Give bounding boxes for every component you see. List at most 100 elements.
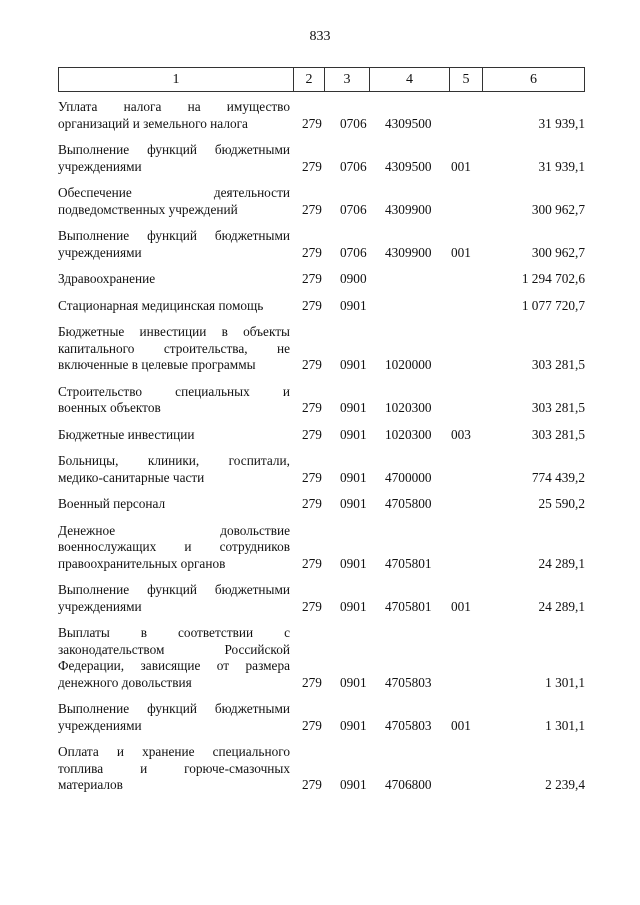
cell-c3: 0706 bbox=[340, 201, 367, 217]
header-col-2: 2 bbox=[294, 68, 325, 91]
cell-c6: 2 239,4 bbox=[545, 777, 585, 792]
cell-c3: 0901 bbox=[340, 469, 367, 485]
cell-c2: 279 bbox=[302, 400, 322, 415]
cell-c4: 4705801 bbox=[385, 598, 432, 614]
table-row: Оплата и хранение специального топлива и … bbox=[58, 744, 585, 794]
cell-c4: 4705803 bbox=[385, 717, 432, 733]
cell-c6: 303 281,5 bbox=[531, 400, 585, 415]
description-line: Стационарная медицинская помощь bbox=[58, 297, 264, 313]
table-row: Денежное довольствие военнослужащих и сот… bbox=[58, 523, 585, 573]
cell-c3: 0901 bbox=[340, 400, 367, 415]
cell-c3: 0901 bbox=[340, 426, 367, 442]
cell-c2: 279 bbox=[302, 674, 322, 690]
cell-c4: 4706800 bbox=[385, 777, 432, 792]
cell-c3: 0706 bbox=[340, 115, 367, 131]
row-description: Бюджетные инвестиции в объекты капитально… bbox=[58, 324, 290, 374]
cell-c4: 4309500 bbox=[385, 158, 432, 174]
table-body: Уплата налога на имущество организаций и … bbox=[58, 99, 585, 804]
cell-c2: 279 bbox=[302, 357, 322, 372]
cell-c6: 303 281,5 bbox=[531, 426, 585, 442]
cell-c2: 279 bbox=[302, 496, 322, 511]
cell-c3: 0706 bbox=[340, 244, 367, 260]
cell-c2: 279 bbox=[302, 717, 322, 733]
description-line: законодательством Российской bbox=[58, 641, 290, 657]
row-description: Оплата и хранение специального топлива и … bbox=[58, 744, 290, 794]
description-line: материалов bbox=[58, 777, 123, 792]
cell-c2: 279 bbox=[302, 426, 322, 442]
cell-c2: 279 bbox=[302, 297, 322, 313]
cell-c6: 31 939,1 bbox=[538, 115, 585, 131]
description-line: денежного довольствия bbox=[58, 674, 192, 690]
description-line: Бюджетные инвестиции bbox=[58, 426, 195, 442]
header-col-6: 6 bbox=[530, 72, 537, 87]
table-row: Стационарная медицинская помощь 279 0901 1 … bbox=[58, 298, 585, 315]
cell-c5: 001 bbox=[451, 158, 471, 174]
table-row: Обеспечение деятельности подведомственных… bbox=[58, 185, 585, 218]
cell-c5: 001 bbox=[451, 244, 471, 260]
table-row: Выполнение функций бюджетными учреждениям… bbox=[58, 701, 585, 734]
cell-c4: 4309900 bbox=[385, 244, 432, 260]
table-row: Бюджетные инвестиции 279 0901 1020300 003 303… bbox=[58, 427, 585, 444]
cell-c3: 0706 bbox=[340, 158, 367, 174]
cell-c4: 4705803 bbox=[385, 674, 432, 690]
row-description: Выполнение функций бюджетными учреждениям… bbox=[58, 228, 290, 261]
cell-c2: 279 bbox=[302, 469, 322, 485]
description-line: учреждениями bbox=[58, 158, 142, 174]
description-line: подведомственных учреждений bbox=[58, 201, 238, 217]
cell-c2: 279 bbox=[302, 555, 322, 571]
table-row: Больницы, клиники, госпитали, медико-сани… bbox=[58, 453, 585, 486]
header-col-5: 5 bbox=[450, 68, 483, 91]
description-line: Больницы, клиники, госпитали, bbox=[58, 453, 290, 468]
cell-c4: 4309500 bbox=[385, 115, 432, 131]
description-line: Уплата налога на имущество bbox=[58, 99, 290, 114]
cell-c5: 001 bbox=[451, 717, 471, 733]
description-line: Выплаты в соответствии с bbox=[58, 625, 290, 640]
cell-c6: 303 281,5 bbox=[531, 357, 585, 372]
row-description: Строительство специальных и военных объек… bbox=[58, 384, 290, 417]
description-line: Бюджетные инвестиции в объекты bbox=[58, 324, 290, 339]
row-description: Стационарная медицинская помощь bbox=[58, 298, 290, 315]
description-line: Выполнение функций бюджетными bbox=[58, 582, 290, 597]
description-line: военных объектов bbox=[58, 400, 161, 415]
cell-c4: 1020300 bbox=[385, 426, 432, 442]
header-col-1: 1 bbox=[59, 68, 294, 91]
description-line: Выполнение функций бюджетными bbox=[58, 701, 290, 716]
table-header: 1 2 3 4 5 6 bbox=[58, 67, 585, 92]
description-line: медико-санитарные части bbox=[58, 469, 205, 485]
cell-c5: 003 bbox=[451, 426, 471, 442]
description-line: правоохранительных органов bbox=[58, 555, 226, 571]
header-col-4: 4 bbox=[370, 68, 450, 91]
cell-c4: 1020300 bbox=[385, 400, 432, 415]
cell-c2: 279 bbox=[302, 201, 322, 217]
description-line: Оплата и хранение специального bbox=[58, 744, 290, 759]
row-description: Выполнение функций бюджетными учреждениям… bbox=[58, 701, 290, 734]
cell-c4: 4705800 bbox=[385, 496, 432, 511]
table-row: Выполнение функций бюджетными учреждениям… bbox=[58, 582, 585, 615]
page-number: 833 bbox=[309, 29, 331, 44]
cell-c3: 0901 bbox=[340, 555, 367, 571]
row-description: Денежное довольствие военнослужащих и сот… bbox=[58, 523, 290, 573]
cell-c3: 0901 bbox=[340, 598, 367, 614]
description-line: учреждениями bbox=[58, 598, 142, 614]
header-col-3: 3 bbox=[325, 68, 370, 91]
cell-c4: 4705801 bbox=[385, 555, 432, 571]
description-line: Выполнение функций бюджетными bbox=[58, 228, 290, 243]
cell-c2: 279 bbox=[302, 244, 322, 260]
cell-c2: 279 bbox=[302, 115, 322, 131]
row-description: Уплата налога на имущество организаций и … bbox=[58, 99, 290, 132]
cell-c3: 0901 bbox=[340, 674, 367, 690]
cell-c2: 279 bbox=[302, 598, 322, 614]
table-row: Военный персонал 279 0901 4705800 25 590,2 bbox=[58, 496, 585, 513]
description-line: Выполнение функций бюджетными bbox=[58, 142, 290, 157]
cell-c3: 0901 bbox=[340, 297, 367, 313]
description-line: топлива и горюче-смазочных bbox=[58, 760, 290, 776]
description-line: Федерации, зависящие от размера bbox=[58, 658, 290, 673]
table-row: Выплаты в соответствии с законодательство… bbox=[58, 625, 585, 691]
description-line: капитального строительства, не bbox=[58, 340, 290, 356]
cell-c4: 4700000 bbox=[385, 469, 432, 485]
cell-c4: 1020000 bbox=[385, 357, 432, 372]
cell-c6: 300 962,7 bbox=[531, 244, 585, 260]
cell-c4: 4309900 bbox=[385, 201, 432, 217]
row-description: Выплаты в соответствии с законодательство… bbox=[58, 625, 290, 691]
